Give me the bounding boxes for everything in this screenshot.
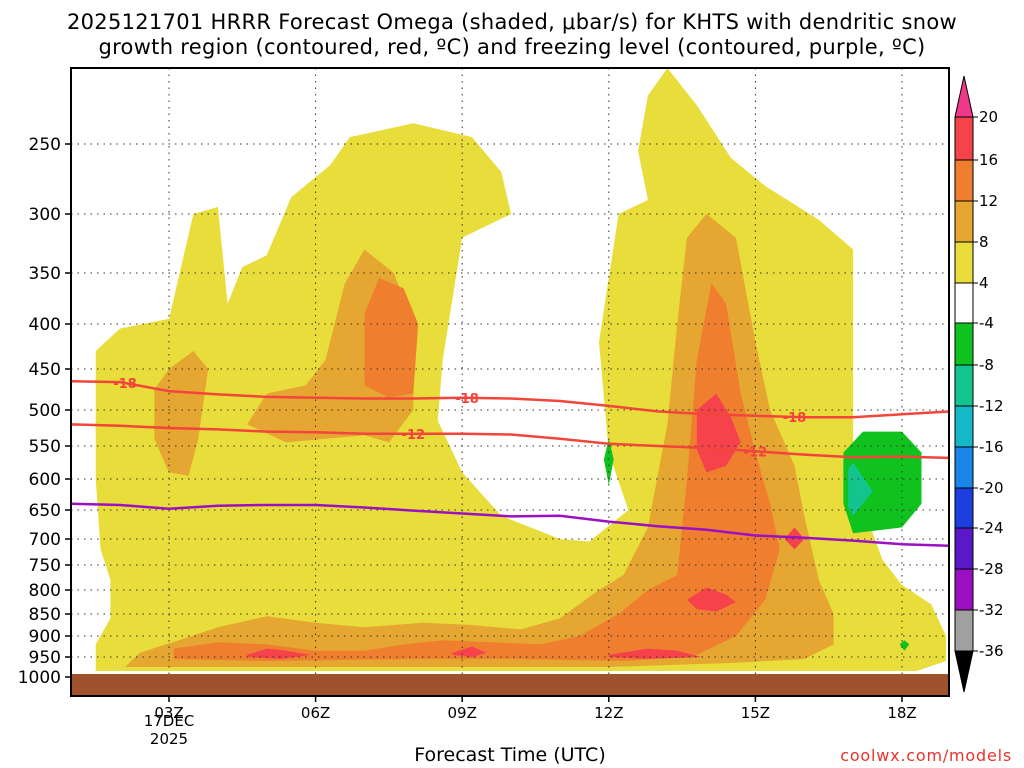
colorbar-bottom-arrow [954,650,974,693]
credit-link[interactable]: coolwx.com/models [840,746,1012,765]
y-tick-label: 350 [29,264,61,284]
colorbar-top-arrow [954,75,974,118]
colorbar-swatch [954,487,974,529]
omega-region-16 [899,640,910,651]
colorbar-swatch [954,282,974,324]
chart-title-line-2: growth region (contoured, red, ºC) and f… [98,35,926,59]
ground-band [71,674,949,696]
x-tick-label: 15Z [741,704,770,722]
contour-layer: -18 -18 -18 -12 -12 [71,377,949,547]
chart-title-line-1: 2025121701 HRRR Forecast Omega (shaded, … [66,10,958,34]
omega-region-3 [154,351,209,476]
colorbar-swatch [954,322,974,366]
colorbar-label: 20 [979,108,998,126]
colorbar-swatch [954,568,974,611]
omega-region-12 [608,648,702,659]
omega-region-11 [452,646,487,657]
y-tick-label: 600 [29,470,61,490]
colorbar: 20 16 12 8 4 -4 -8 -12 -16 -20 -24 -28 -32 -36 [954,75,1004,693]
x-tick-label: 18Z [887,704,916,722]
plot-area: -18 -18 -18 -12 -12 [71,68,949,696]
x-axis-label: Forecast Time (UTC) [414,744,606,766]
x-tick-label: 09Z [448,704,477,722]
contour-label: -12 [402,428,426,443]
contour-line--18 [71,380,949,419]
colorbar-label: -20 [979,479,1004,497]
contour-line--12 [71,423,949,460]
colorbar-swatch [954,116,974,161]
colorbar-swatch [954,405,974,448]
omega-region-10 [247,648,311,659]
omega-region-2 [125,214,834,667]
colorbar-swatch [954,609,974,652]
date-label-year: 2025 [149,730,189,748]
x-tick-label: 06Z [301,704,330,722]
x-axis: 03Z 06Z 09Z 12Z 15Z 18Z [154,696,917,722]
y-tick-label: 550 [29,437,61,457]
colorbar-label: 16 [979,151,998,169]
colorbar-swatch [954,159,974,202]
y-tick-label: 750 [29,556,61,576]
x-tick-label: 12Z [594,704,623,722]
contour-line-freezing-level [71,502,949,547]
omega-region-6 [173,283,780,661]
colorbar-label: -8 [979,356,994,374]
colorbar-swatch [954,241,974,284]
contour-label: -18 [113,377,137,392]
y-tick-label: 700 [29,530,61,550]
y-tick-label: 1000 [18,668,61,688]
plot-frame [70,67,950,697]
y-axis: 2503003504004505005506006507007508008509… [18,135,71,688]
colorbar-swatch [954,527,974,570]
colorbar-label: -36 [979,642,1004,660]
colorbar-label: -12 [979,397,1004,415]
colorbar-label: -32 [979,601,1004,619]
y-tick-label: 250 [29,135,61,155]
grid-layer [71,68,949,696]
x-tick-label: 03Z [154,704,183,722]
omega-region-8 [687,587,736,612]
omega-shading-layer [95,68,946,671]
colorbar-label: 4 [979,274,989,292]
y-tick-label: 500 [29,401,61,421]
y-tick-label: 900 [29,627,61,647]
y-tick-label: 850 [29,605,61,625]
contour-label: -18 [783,411,807,426]
colorbar-label: -4 [979,314,994,332]
colorbar-swatch [954,446,974,489]
colorbar-label: 8 [979,233,989,251]
y-tick-label: 800 [29,581,61,601]
y-tick-label: 450 [29,360,61,380]
colorbar-swatch [954,364,974,407]
contour-label: -12 [744,445,768,460]
colorbar-label: -16 [979,438,1004,456]
y-tick-label: 400 [29,315,61,335]
colorbar-label: 12 [979,192,998,210]
colorbar-swatch [954,200,974,243]
omega-region-14 [848,462,873,516]
colorbar-label: -28 [979,560,1004,578]
y-tick-label: 650 [29,501,61,521]
y-tick-label: 300 [29,205,61,225]
omega-region-5 [364,278,419,398]
colorbar-label: -24 [979,519,1004,537]
omega-region-15 [603,438,614,486]
y-tick-label: 950 [29,648,61,668]
contour-label: -18 [455,392,479,407]
date-label-day: 17DEC [143,712,195,730]
